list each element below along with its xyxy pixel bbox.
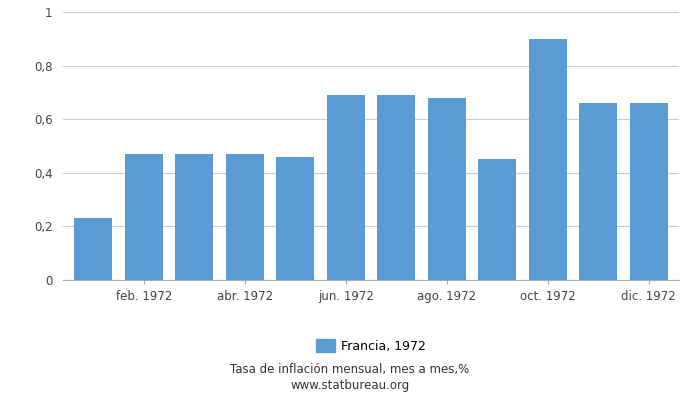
Bar [580, 103, 617, 280]
Bar [630, 103, 668, 280]
Bar [377, 95, 415, 280]
Bar [428, 98, 466, 280]
Text: www.statbureau.org: www.statbureau.org [290, 380, 410, 392]
Bar [276, 157, 314, 280]
Text: Tasa de inflación mensual, mes a mes,%: Tasa de inflación mensual, mes a mes,% [230, 364, 470, 376]
Bar [74, 218, 112, 280]
Legend: Francia, 1972: Francia, 1972 [311, 334, 431, 358]
Bar [226, 154, 264, 280]
Bar [327, 95, 365, 280]
Bar [125, 154, 162, 280]
Bar [478, 159, 516, 280]
Bar [528, 39, 567, 280]
Bar [175, 154, 214, 280]
